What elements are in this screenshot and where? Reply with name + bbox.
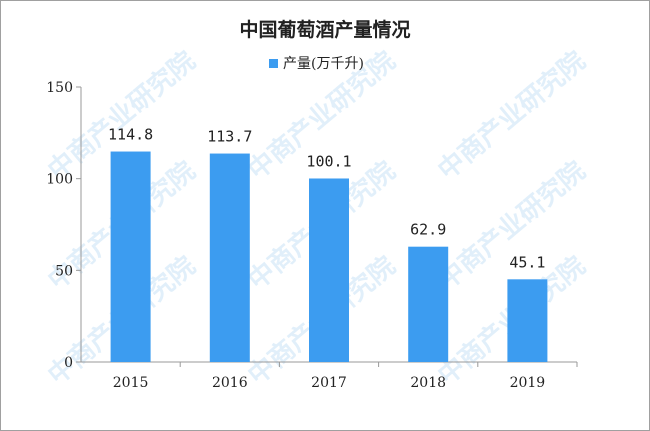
data-label: 114.8 bbox=[108, 126, 153, 144]
data-label: 113.7 bbox=[207, 128, 252, 146]
legend: 产量(万千升) bbox=[269, 53, 364, 73]
y-tick-label: 100 bbox=[46, 172, 73, 188]
y-tick-label: 150 bbox=[46, 80, 73, 96]
data-label: 62.9 bbox=[410, 221, 446, 239]
x-tick-label: 2015 bbox=[113, 375, 149, 391]
y-tick-label: 50 bbox=[55, 263, 73, 279]
x-tick-label: 2018 bbox=[410, 375, 446, 391]
bar bbox=[209, 153, 250, 362]
legend-swatch bbox=[269, 58, 278, 68]
x-tick-label: 2019 bbox=[510, 375, 546, 391]
x-tick-label: 2016 bbox=[212, 375, 248, 391]
bar bbox=[408, 246, 449, 362]
y-tick-label: 0 bbox=[64, 355, 73, 371]
chart-title: 中国葡萄酒产量情况 bbox=[239, 19, 411, 41]
data-label: 45.1 bbox=[509, 253, 545, 271]
legend-label: 产量(万千升) bbox=[283, 56, 364, 72]
bar bbox=[110, 151, 151, 362]
bar bbox=[507, 279, 548, 362]
data-label: 100.1 bbox=[306, 152, 351, 170]
x-tick-label: 2017 bbox=[311, 375, 347, 391]
bar bbox=[309, 178, 349, 362]
